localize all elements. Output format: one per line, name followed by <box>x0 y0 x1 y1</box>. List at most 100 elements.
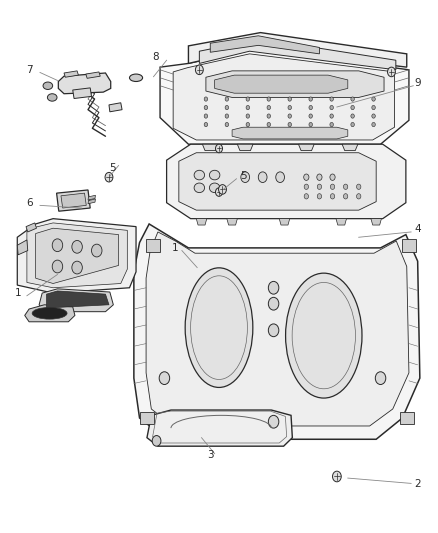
Polygon shape <box>215 75 348 93</box>
Polygon shape <box>64 71 78 77</box>
Circle shape <box>288 123 291 127</box>
Polygon shape <box>146 239 159 252</box>
Circle shape <box>357 193 361 199</box>
Polygon shape <box>147 410 292 446</box>
Circle shape <box>304 174 309 180</box>
Circle shape <box>267 97 271 101</box>
Circle shape <box>330 193 335 199</box>
Circle shape <box>204 123 208 127</box>
Circle shape <box>372 114 375 118</box>
Circle shape <box>343 193 348 199</box>
Circle shape <box>330 97 333 101</box>
Circle shape <box>372 97 375 101</box>
Ellipse shape <box>185 268 253 387</box>
Circle shape <box>309 106 312 110</box>
Circle shape <box>357 184 361 189</box>
Circle shape <box>215 188 223 196</box>
Polygon shape <box>25 305 75 322</box>
Circle shape <box>152 435 161 446</box>
Circle shape <box>267 106 271 110</box>
Polygon shape <box>57 190 90 211</box>
Polygon shape <box>179 153 376 210</box>
Polygon shape <box>39 289 113 312</box>
Circle shape <box>304 193 308 199</box>
Circle shape <box>72 240 82 253</box>
Text: 1: 1 <box>172 243 179 253</box>
Circle shape <box>204 114 208 118</box>
Circle shape <box>330 114 333 118</box>
Text: 9: 9 <box>414 78 421 88</box>
Circle shape <box>92 244 102 257</box>
Polygon shape <box>227 219 237 225</box>
Polygon shape <box>58 73 111 94</box>
Ellipse shape <box>47 94 57 101</box>
Circle shape <box>267 123 271 127</box>
Text: 1: 1 <box>15 288 21 298</box>
Polygon shape <box>400 411 414 424</box>
Circle shape <box>276 172 285 182</box>
Polygon shape <box>17 219 136 293</box>
Text: 8: 8 <box>152 52 159 61</box>
Circle shape <box>317 193 321 199</box>
Polygon shape <box>86 72 100 78</box>
Circle shape <box>351 123 354 127</box>
Circle shape <box>52 239 63 252</box>
Circle shape <box>388 67 396 77</box>
Polygon shape <box>210 36 319 54</box>
Circle shape <box>332 471 341 482</box>
Circle shape <box>215 144 223 153</box>
Polygon shape <box>336 219 346 225</box>
Text: 3: 3 <box>207 450 214 460</box>
Circle shape <box>105 172 113 182</box>
Polygon shape <box>27 223 127 288</box>
Circle shape <box>52 260 63 273</box>
Ellipse shape <box>194 183 205 192</box>
Text: 4: 4 <box>414 224 421 235</box>
Circle shape <box>351 114 354 118</box>
Ellipse shape <box>130 74 143 82</box>
Text: 5: 5 <box>240 171 246 181</box>
Polygon shape <box>371 219 381 225</box>
Circle shape <box>317 184 321 189</box>
Polygon shape <box>160 49 409 144</box>
Circle shape <box>246 106 250 110</box>
Circle shape <box>330 106 333 110</box>
Circle shape <box>268 297 279 310</box>
Circle shape <box>268 324 279 337</box>
Circle shape <box>309 97 312 101</box>
Circle shape <box>268 415 279 428</box>
Circle shape <box>204 106 208 110</box>
Polygon shape <box>342 144 358 151</box>
Text: 6: 6 <box>26 198 32 208</box>
Circle shape <box>288 114 291 118</box>
Polygon shape <box>88 195 95 200</box>
Ellipse shape <box>286 273 362 398</box>
Text: 2: 2 <box>414 480 421 489</box>
Circle shape <box>246 97 250 101</box>
Polygon shape <box>196 219 207 225</box>
Polygon shape <box>73 88 92 99</box>
Circle shape <box>195 65 203 75</box>
Ellipse shape <box>32 308 67 319</box>
Text: 5: 5 <box>109 163 115 173</box>
Circle shape <box>304 184 308 189</box>
Circle shape <box>267 114 271 118</box>
Polygon shape <box>279 219 290 225</box>
Circle shape <box>330 123 333 127</box>
Polygon shape <box>232 127 348 139</box>
Circle shape <box>351 97 354 101</box>
Circle shape <box>330 174 335 180</box>
Circle shape <box>225 97 229 101</box>
Polygon shape <box>88 199 95 204</box>
Circle shape <box>204 97 208 101</box>
Polygon shape <box>173 54 395 140</box>
Polygon shape <box>202 144 218 151</box>
Circle shape <box>246 123 250 127</box>
Polygon shape <box>166 144 406 219</box>
Circle shape <box>351 106 354 110</box>
Polygon shape <box>199 39 396 70</box>
Circle shape <box>225 123 229 127</box>
Polygon shape <box>35 228 119 284</box>
Ellipse shape <box>209 183 220 192</box>
Circle shape <box>219 184 226 194</box>
